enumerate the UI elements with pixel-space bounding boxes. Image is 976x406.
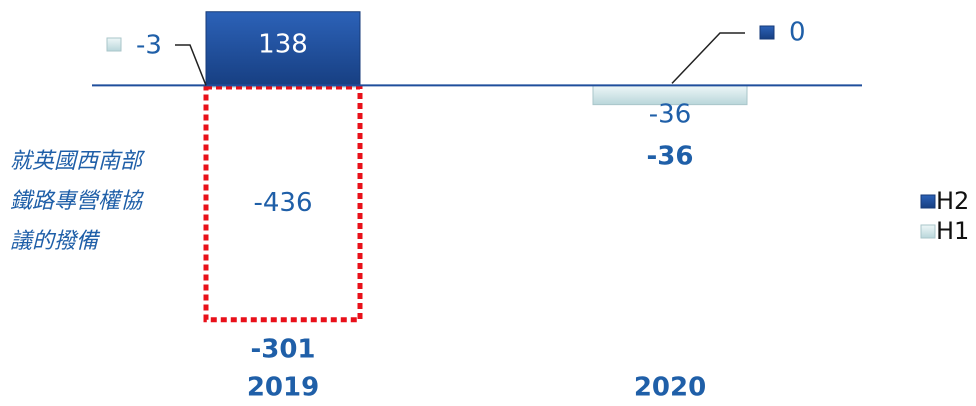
legend-swatch	[920, 224, 936, 239]
callout-icon	[106, 37, 122, 52]
bar-segment	[205, 11, 361, 86]
legend-swatch	[920, 194, 936, 209]
legend-label: H1	[936, 217, 969, 245]
callout-line	[671, 32, 745, 84]
annotation-text: 就英國西南部	[10, 149, 146, 174]
value-label: 0	[789, 18, 806, 48]
total-label: -301	[250, 335, 315, 365]
value-label: 138	[258, 30, 308, 60]
callout-icon	[759, 25, 775, 40]
annotation-text: 鐵路專營權協	[10, 189, 145, 214]
value-label: -36	[649, 100, 691, 130]
x-tick-label: 2020	[634, 373, 706, 403]
legend-label: H2	[936, 187, 969, 215]
value-label: -3	[136, 31, 162, 61]
annotation-text: 議的撥備	[10, 229, 101, 254]
callout-line	[175, 44, 207, 86]
provision-box	[203, 84, 363, 323]
provision-label: -436	[253, 188, 312, 218]
total-label: -36	[647, 142, 694, 172]
x-tick-label: 2019	[247, 373, 319, 403]
